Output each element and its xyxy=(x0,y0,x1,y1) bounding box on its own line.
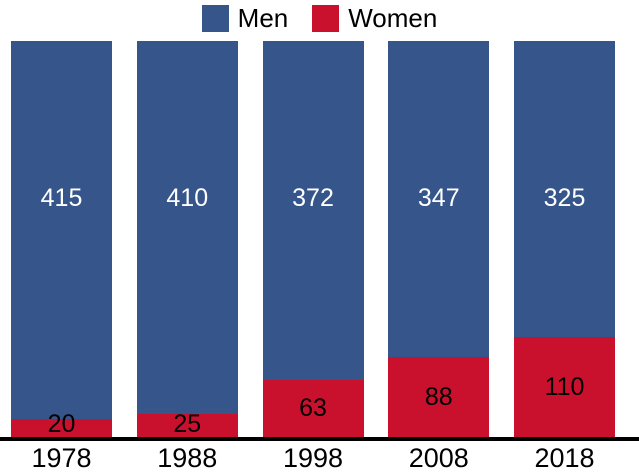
men-segment-2018: 325 xyxy=(514,41,615,337)
bar-2018: 325 110 xyxy=(514,41,615,437)
men-value-label-1988: 410 xyxy=(166,184,209,212)
legend-item-men: Men xyxy=(201,3,289,33)
bar-2008: 347 88 xyxy=(388,41,490,437)
legend-swatch-men xyxy=(201,4,229,32)
legend-label-men: Men xyxy=(237,3,289,33)
men-value-label-2018: 325 xyxy=(543,184,586,212)
women-segment-1978: 20 xyxy=(11,411,112,437)
women-value-label-1998: 63 xyxy=(299,394,327,423)
bar-1988: 410 25 xyxy=(136,41,238,438)
x-axis-label-1988: 1988 xyxy=(157,443,218,473)
men-value-label-1998: 372 xyxy=(292,184,334,212)
men-segment-1988: 410 xyxy=(136,41,238,415)
men-segment-2008: 347 xyxy=(388,41,490,357)
men-value-label-1978: 415 xyxy=(40,184,83,212)
chart-legend: Men Women xyxy=(0,0,639,41)
women-segment-1988: 25 xyxy=(136,410,238,438)
women-segment-1998: 63 xyxy=(262,379,364,437)
men-value-label-2008: 347 xyxy=(417,184,460,212)
women-value-label-1978: 20 xyxy=(47,410,76,438)
x-axis-label-1978: 1978 xyxy=(31,443,92,473)
men-segment-1978: 415 xyxy=(11,41,112,419)
women-value-label-2018: 110 xyxy=(544,372,585,401)
bar-1998: 372 63 xyxy=(262,41,364,437)
men-segment-1998: 372 xyxy=(262,41,364,380)
x-axis-labels: 1978 1988 1998 2008 2018 xyxy=(0,441,639,476)
bar-1978: 415 20 xyxy=(11,41,112,437)
x-axis-label-2018: 2018 xyxy=(534,443,595,473)
women-segment-2018: 110 xyxy=(514,336,615,437)
plot-area: 415 20 410 25 372 63 347 88 325 110 xyxy=(0,41,639,437)
legend-swatch-women xyxy=(312,4,340,32)
x-axis-line xyxy=(0,437,639,441)
women-segment-2008: 88 xyxy=(388,356,490,437)
legend-item-women: Women xyxy=(312,4,437,32)
x-axis-label-2008: 2008 xyxy=(408,443,469,473)
women-value-label-1988: 25 xyxy=(173,410,202,438)
x-axis-label-1998: 1998 xyxy=(282,443,344,473)
legend-label-women: Women xyxy=(348,3,438,33)
women-value-label-2008: 88 xyxy=(424,382,453,411)
